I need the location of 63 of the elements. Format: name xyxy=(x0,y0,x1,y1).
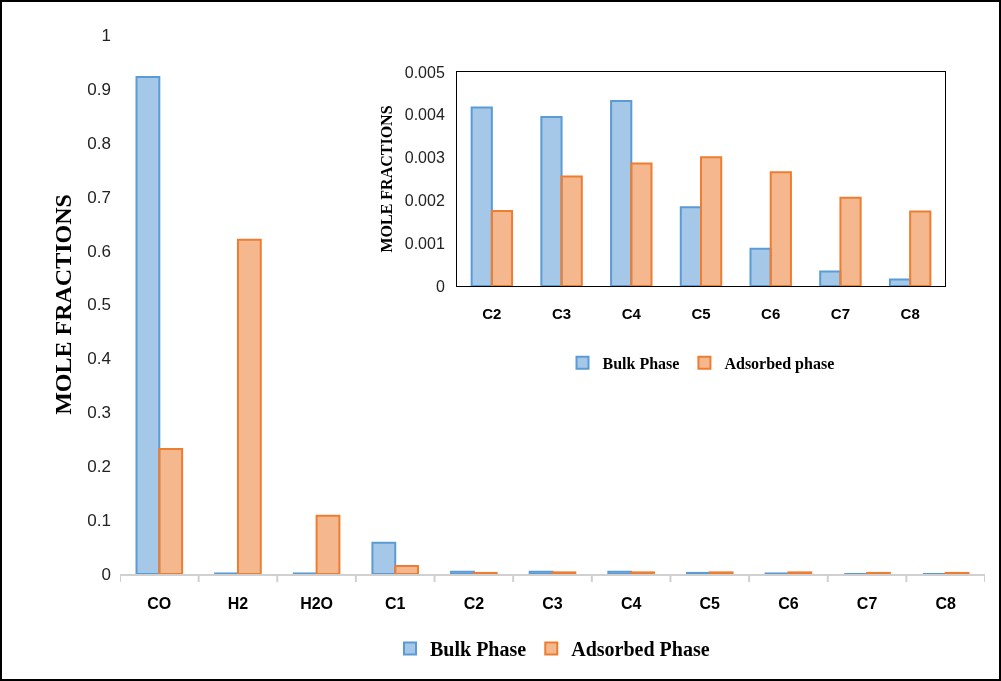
bar xyxy=(135,76,161,574)
y-tick-label: 0.3 xyxy=(87,403,111,423)
bar xyxy=(700,156,723,286)
y-tick-label: 0.2 xyxy=(87,457,111,477)
y-tick-label: 0.5 xyxy=(87,295,111,315)
bar xyxy=(769,171,792,286)
bar xyxy=(490,210,514,286)
bar xyxy=(749,247,772,286)
bar xyxy=(607,570,633,574)
x-tick-label: C2 xyxy=(482,305,502,322)
bar xyxy=(540,115,563,286)
y-tick-label: 0.002 xyxy=(404,192,445,209)
bar xyxy=(528,570,554,574)
y-tick-label: 0.001 xyxy=(404,234,445,252)
bar xyxy=(819,270,842,286)
bar xyxy=(839,196,862,286)
bar xyxy=(158,447,184,574)
x-tick-label: C2 xyxy=(463,595,485,613)
y-tick-label: 0.4 xyxy=(87,349,111,369)
x-tick-label: C7 xyxy=(830,305,851,322)
bar xyxy=(394,564,420,574)
x-tick-label: H2O xyxy=(300,595,334,613)
bar xyxy=(371,541,397,574)
x-tick-label: C8 xyxy=(935,595,957,613)
x-tick-label: C5 xyxy=(699,595,721,613)
x-tick-label: C1 xyxy=(385,595,406,613)
legend-label: Adsorbed phase xyxy=(724,355,835,374)
x-tick-label: CO xyxy=(147,595,172,613)
bar xyxy=(610,100,633,286)
x-tick-label: C6 xyxy=(761,305,781,322)
y-tick-label: 0.1 xyxy=(87,511,111,531)
bar xyxy=(470,106,493,286)
bar xyxy=(236,238,262,574)
bar xyxy=(679,206,702,286)
y-axis-title: MOLE FRACTIONS xyxy=(50,194,77,415)
legend-label: Bulk Phase xyxy=(602,355,680,373)
x-tick-label: C4 xyxy=(620,595,642,613)
y-tick-label: 0 xyxy=(101,564,111,584)
bar xyxy=(315,514,341,574)
y-tick-label: 0 xyxy=(435,277,445,295)
legend-label: Adsorbed Phase xyxy=(571,638,710,661)
bar xyxy=(630,162,653,286)
y-tick-label: 0.6 xyxy=(87,241,111,261)
x-tick-label: C7 xyxy=(856,595,878,613)
x-tick-label: C4 xyxy=(621,305,642,322)
y-tick-label: 0.005 xyxy=(404,63,445,81)
x-tick-label: C8 xyxy=(900,305,920,322)
y-tick-label: 0.7 xyxy=(87,187,111,207)
x-tick-label: C3 xyxy=(551,305,572,322)
legend-label: Bulk Phase xyxy=(430,638,527,661)
bar xyxy=(560,175,583,286)
bar xyxy=(450,570,475,574)
y-tick-label: 0.004 xyxy=(404,106,445,124)
x-tick-label: C6 xyxy=(778,595,799,613)
x-tick-label: C5 xyxy=(691,305,711,322)
y-tick-label: 0.9 xyxy=(87,79,111,99)
bar xyxy=(909,210,932,286)
x-tick-label: H2 xyxy=(227,595,249,613)
y-tick-label: 0.003 xyxy=(404,149,445,167)
y-axis-title: MOLE FRACTIONS xyxy=(377,105,395,253)
y-tick-label: 1 xyxy=(101,25,111,45)
y-tick-label: 0.8 xyxy=(87,133,111,153)
x-tick-label: C3 xyxy=(542,595,563,613)
